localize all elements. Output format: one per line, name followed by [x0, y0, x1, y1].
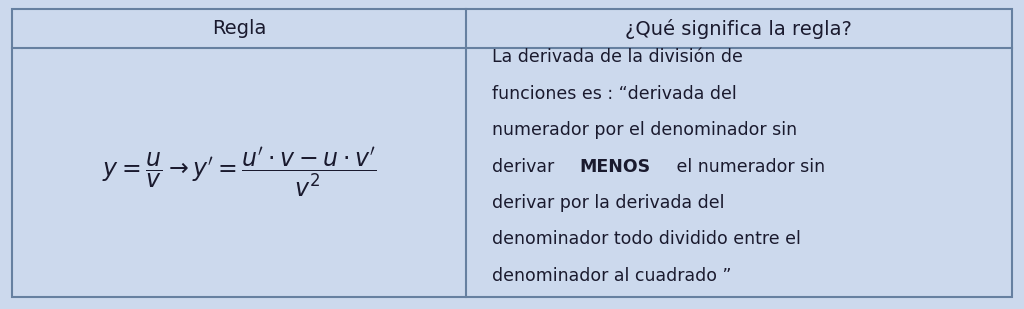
Text: La derivada de la división de: La derivada de la división de — [492, 48, 742, 66]
Text: derivar por la derivada del: derivar por la derivada del — [492, 194, 724, 212]
Text: denominador al cuadrado ”: denominador al cuadrado ” — [492, 267, 731, 285]
Text: $y = \dfrac{u}{v} \rightarrow y' = \dfrac{u' \cdot v - u \cdot v'}{v^2}$: $y = \dfrac{u}{v} \rightarrow y' = \dfra… — [101, 146, 377, 199]
Text: numerador por el denominador sin: numerador por el denominador sin — [492, 121, 797, 139]
Text: denominador todo dividido entre el: denominador todo dividido entre el — [492, 231, 801, 248]
Text: ¿Qué significa la regla?: ¿Qué significa la regla? — [626, 19, 852, 39]
Text: funciones es : “derivada del: funciones es : “derivada del — [492, 85, 736, 103]
Text: el numerador sin: el numerador sin — [671, 158, 825, 176]
Text: MENOS: MENOS — [579, 158, 650, 176]
Text: Regla: Regla — [212, 19, 266, 38]
Text: derivar: derivar — [492, 158, 559, 176]
